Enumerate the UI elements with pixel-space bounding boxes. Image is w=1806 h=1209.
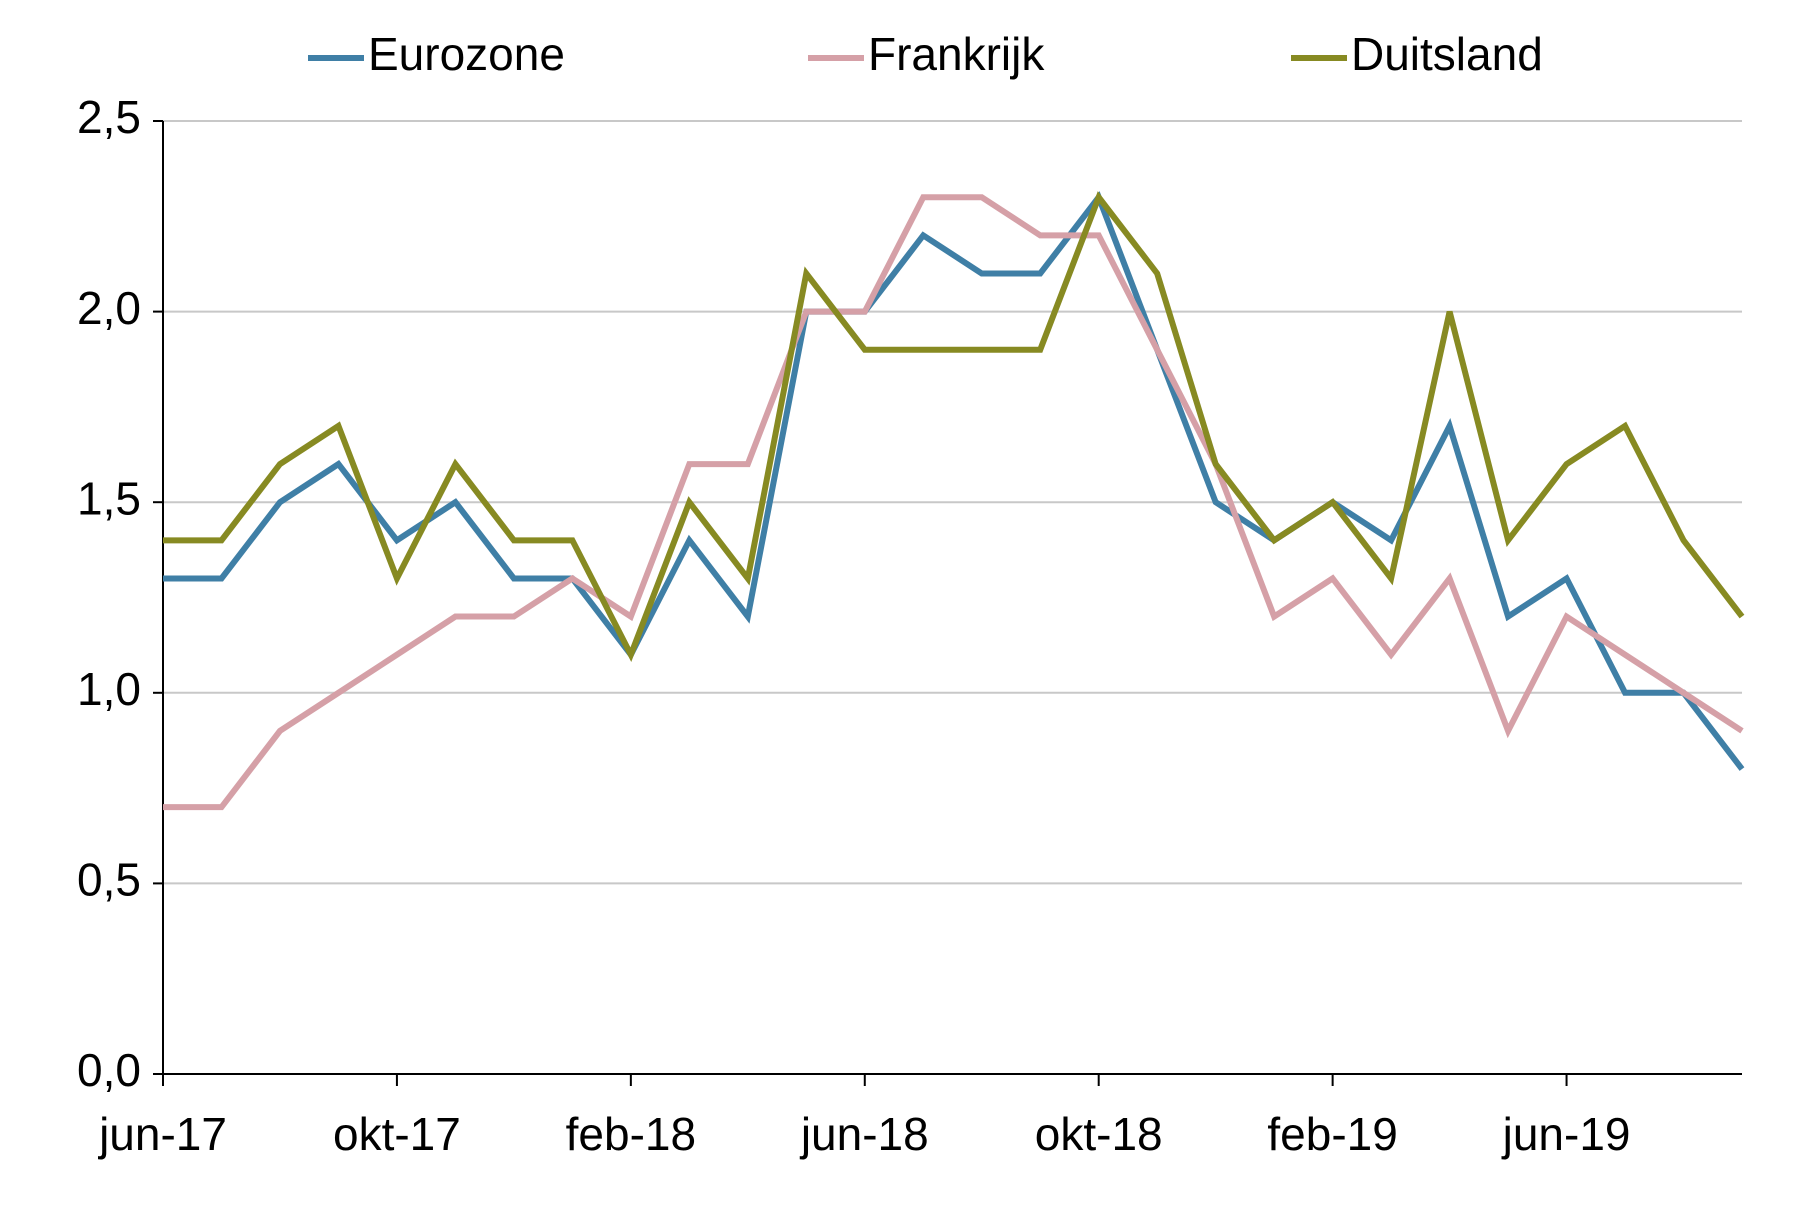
line [163, 194, 1744, 811]
y-tick-label: 2,0 [77, 282, 141, 334]
x-tick-label: okt-17 [333, 1108, 461, 1160]
y-tick-label: 0,5 [77, 854, 141, 906]
legend-label: Duitsland [1351, 28, 1543, 80]
legend-label: Eurozone [368, 28, 565, 80]
y-tick-label: 0,0 [77, 1044, 141, 1096]
y-tick-label: 2,5 [77, 91, 141, 143]
y-tick-label: 1,0 [77, 663, 141, 715]
x-tick-label: feb-19 [1267, 1108, 1397, 1160]
x-tick-label: jun-19 [1501, 1108, 1631, 1160]
x-tick-label: jun-17 [97, 1108, 227, 1160]
line [163, 191, 1745, 663]
x-tick-label: feb-18 [566, 1108, 696, 1160]
line [163, 191, 1745, 771]
x-tick-label: jun-18 [799, 1108, 929, 1160]
legend-label: Frankrijk [868, 28, 1045, 80]
x-tick-label: okt-18 [1035, 1108, 1163, 1160]
y-tick-label: 1,5 [77, 472, 141, 524]
